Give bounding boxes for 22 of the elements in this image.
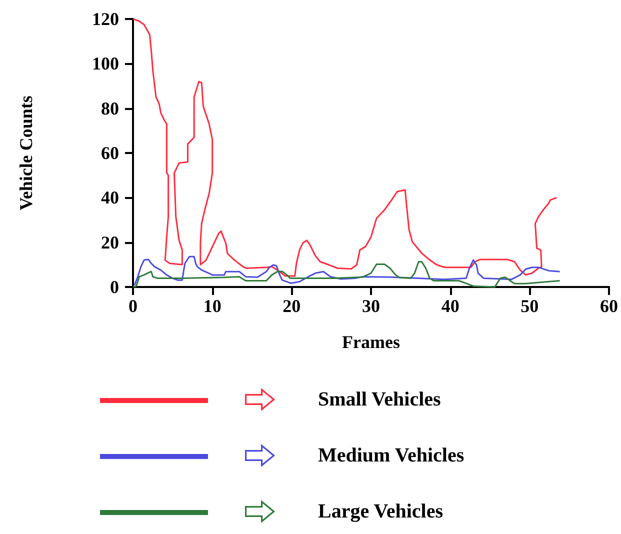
- y-tick-label: 60: [101, 143, 119, 163]
- x-axis-title: Frames: [342, 332, 400, 352]
- y-axis-title: Vehicle Counts: [16, 96, 36, 210]
- x-tick-label: 20: [282, 296, 301, 316]
- x-tick-label: 40: [441, 296, 460, 316]
- line-series: [132, 261, 561, 288]
- legend-label: Small Vehicles: [318, 388, 442, 410]
- y-tick-label: 100: [92, 54, 119, 74]
- x-tick-label: 30: [362, 296, 380, 316]
- legend-label: Large Vehicles: [318, 500, 444, 522]
- y-tick-label: 80: [101, 98, 119, 118]
- x-tick-label: 60: [600, 296, 618, 316]
- x-tick-label: 0: [128, 296, 138, 316]
- y-tick-label: 120: [92, 9, 119, 29]
- legend-label: Medium Vehicles: [318, 444, 464, 466]
- x-tick-label: 10: [203, 296, 222, 316]
- y-tick-label: 0: [110, 277, 119, 297]
- y-tick-label: 20: [101, 232, 119, 252]
- line-series: [134, 256, 561, 286]
- line-series: [132, 18, 558, 277]
- x-tick-label: 50: [520, 296, 539, 316]
- y-tick-label: 40: [101, 188, 119, 208]
